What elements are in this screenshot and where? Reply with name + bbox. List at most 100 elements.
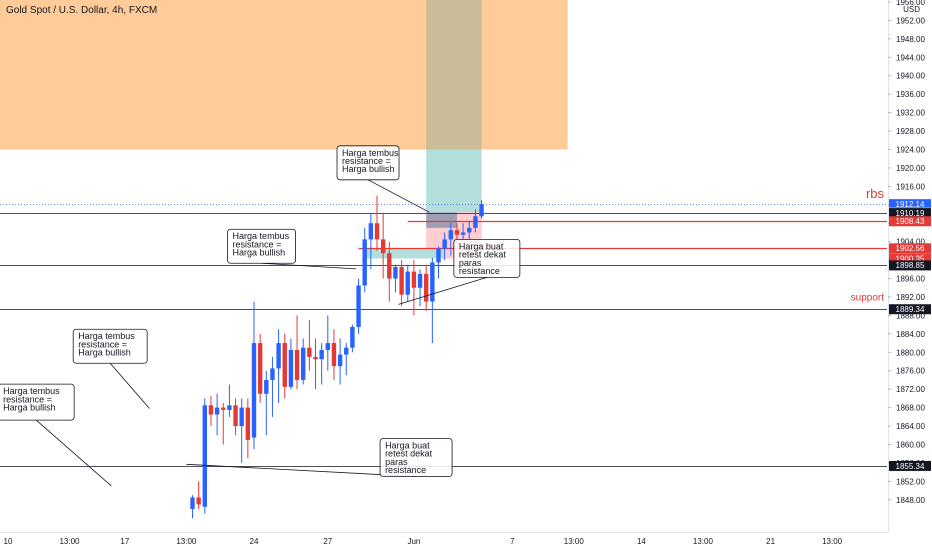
price-tag: 1900.35 (889, 253, 931, 264)
y-tick-label: 1896.00 (896, 275, 925, 284)
candle (264, 370, 269, 436)
zone-teal-left (364, 248, 445, 259)
x-tick-label: 17 (120, 537, 129, 546)
price-tag: 1910.19 (889, 208, 931, 219)
candle (331, 329, 337, 380)
candle-body (424, 273, 429, 302)
candle-body (190, 497, 195, 509)
candle (430, 257, 435, 344)
callout-box (227, 228, 296, 264)
candle-body (245, 407, 251, 440)
y-tick-label: 1880.00 (896, 348, 925, 357)
candle-body (294, 349, 300, 380)
y-tick-label: 1920.00 (896, 164, 925, 173)
x-tick-label: 13:00 (176, 537, 197, 546)
y-tick-label: 1924.00 (896, 145, 925, 154)
candle-body (399, 267, 404, 295)
level-label: support (851, 293, 885, 304)
candle-body (362, 239, 367, 286)
callout-text: paras (385, 457, 408, 467)
candle-body (380, 239, 386, 254)
candle (448, 223, 453, 256)
callout-pointer (261, 262, 357, 270)
level-labels-layer: rbs support (851, 186, 885, 304)
callout-text: resistance (459, 266, 500, 276)
price-tag-bg (889, 260, 931, 271)
zone-orange (0, 0, 568, 150)
candle-body (264, 379, 269, 394)
candle-body (479, 204, 484, 217)
candle (393, 264, 398, 293)
candle-body (356, 285, 361, 327)
callout-text: resistance = (3, 394, 52, 404)
callout-text: retest dekat (459, 250, 507, 260)
candle-body (387, 253, 392, 279)
candle-body (467, 227, 472, 233)
candle-body (436, 248, 441, 263)
candle (208, 396, 214, 427)
candle (202, 398, 207, 514)
price-tag-text: 1910.19 (896, 209, 925, 218)
candle-body (417, 273, 423, 288)
candle-body (337, 354, 343, 367)
candle (214, 393, 220, 436)
price-tags-layer: 1912.1401:32:481910.371910.191908.431902… (889, 199, 931, 471)
price-tag-bg (889, 460, 931, 471)
candle (301, 338, 306, 385)
candle-body (282, 343, 287, 387)
candle-body (307, 347, 312, 357)
candle-body (393, 267, 398, 279)
price-tag-bg (889, 208, 931, 219)
time-axis: 10 13:00 17 13:00 24 27 Jun 7 13:00 14 13:00 21 13:0… (0, 532, 888, 546)
candle (190, 495, 195, 519)
x-tick-label: 24 (250, 537, 259, 546)
callout-pointer (186, 463, 417, 477)
x-tick-label: 14 (637, 537, 646, 546)
callout-text: paras (459, 258, 482, 268)
callout-text: Harga tembus (78, 331, 135, 341)
candle (344, 343, 349, 376)
y-tick-label: 1884.00 (896, 330, 925, 339)
y-tick-label: 1904.00 (896, 238, 925, 247)
candle (442, 232, 447, 261)
candle (424, 264, 429, 311)
candle-body (319, 349, 324, 360)
candle (417, 269, 423, 307)
candle (196, 481, 201, 509)
callout-text: Harga tembus (342, 148, 399, 158)
callout-box (379, 438, 453, 477)
price-axis: USD1848.001852.001856.001860.001864.0018… (888, 0, 925, 532)
callout-text: Harga buat (385, 440, 430, 450)
y-tick-label: 1948.00 (896, 35, 925, 44)
price-tag-bg (889, 304, 931, 315)
price-tag: 1889.34 (889, 304, 931, 315)
candle-body (270, 368, 275, 380)
candle (350, 324, 355, 353)
candle (473, 209, 478, 233)
y-tick-label: 1940.00 (896, 72, 925, 81)
candle-body (460, 232, 466, 235)
x-tick-label: 21 (766, 537, 775, 546)
candle (454, 223, 460, 242)
candle-body (202, 405, 207, 507)
currency-label: USD (903, 5, 920, 14)
candle (362, 227, 367, 293)
candle (276, 329, 281, 403)
y-tick-label: 1892.00 (896, 293, 925, 302)
callout-text: Harga bullish (342, 164, 395, 174)
candle (251, 301, 257, 450)
price-tag-text: 1855.34 (896, 462, 925, 471)
callout-box (336, 145, 400, 181)
chart-title: Gold Spot / U.S. Dollar, 4h, FXCM (6, 5, 158, 16)
candle-body (454, 230, 460, 235)
callout-text: Harga bullish (78, 348, 131, 358)
candle (479, 200, 484, 219)
y-tick-label: 1852.00 (896, 477, 925, 486)
candle-body (473, 216, 478, 228)
